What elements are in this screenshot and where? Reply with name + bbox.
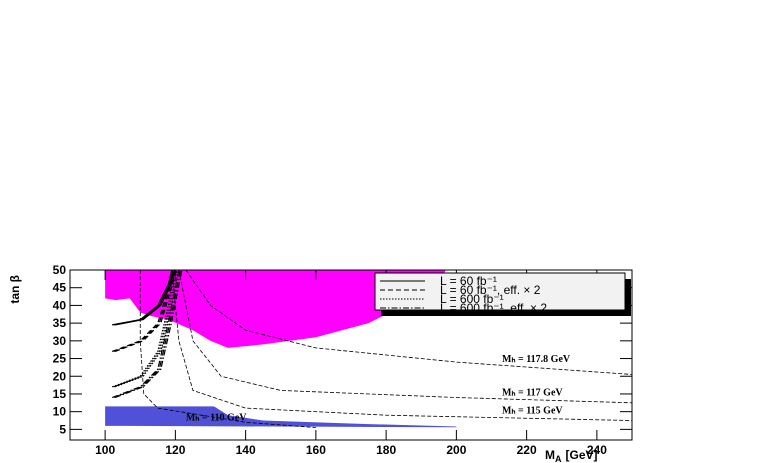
y-tick-label: 45 xyxy=(53,281,67,295)
x-tick-label: 200 xyxy=(446,443,466,457)
contour-line xyxy=(178,270,632,404)
x-tick-label: 180 xyxy=(376,443,396,457)
y-tick-label: 35 xyxy=(53,316,67,330)
series-line xyxy=(114,270,179,388)
x-tick-label: 140 xyxy=(236,443,256,457)
y-tick-label: 10 xyxy=(53,405,67,419)
x-axis-label: MA [GeV] xyxy=(545,448,598,463)
legend-box xyxy=(374,272,626,311)
series-line xyxy=(113,270,181,399)
y-tick-label: 30 xyxy=(53,334,67,348)
y-tick-label: 25 xyxy=(53,352,67,366)
region xyxy=(105,406,457,428)
x-tick-label: 120 xyxy=(165,443,185,457)
legend-label: L = 600 fb⁻¹, eff. × 2 xyxy=(440,301,547,315)
series-line xyxy=(115,270,176,326)
legend-label: L = 600 fb⁻¹ xyxy=(440,292,504,306)
x-tick-label: 160 xyxy=(306,443,326,457)
series-line xyxy=(111,270,180,399)
y-tick-label: 40 xyxy=(53,298,67,312)
x-label-main: M xyxy=(545,448,555,462)
contour-line xyxy=(185,270,632,375)
plot xyxy=(105,270,632,429)
contour-label: Mₕ = 117 GeV xyxy=(502,388,563,399)
x-tick-label: 220 xyxy=(517,443,537,457)
contour-label: Mₕ = 110 GeV xyxy=(186,413,247,424)
contour-label: Mₕ = 117.8 GeV xyxy=(502,354,571,365)
region xyxy=(105,270,446,348)
legend-label: L = 60 fb⁻¹, eff. × 2 xyxy=(440,283,541,297)
plot-frame xyxy=(69,269,633,441)
x-label-sub: A xyxy=(555,454,562,463)
series-line xyxy=(114,270,178,353)
contour-label: Mₕ = 115 GeV xyxy=(502,405,563,416)
series-line xyxy=(114,270,183,399)
x-tick-label: 100 xyxy=(95,443,115,457)
y-axis-label: tan β xyxy=(8,275,22,304)
y-tick-label: 5 xyxy=(59,422,66,436)
y-tick-label: 15 xyxy=(53,387,67,401)
series-line xyxy=(111,270,176,388)
legend-label: L = 60 fb⁻¹ xyxy=(440,274,497,288)
y-tick-label: 20 xyxy=(53,369,67,383)
series-line xyxy=(113,270,178,388)
y-tick-label: 50 xyxy=(53,263,67,277)
x-tick-label: 240 xyxy=(587,443,607,457)
contour-line xyxy=(171,270,632,421)
contour-line xyxy=(139,270,316,429)
x-label-unit: [GeV] xyxy=(566,448,598,462)
